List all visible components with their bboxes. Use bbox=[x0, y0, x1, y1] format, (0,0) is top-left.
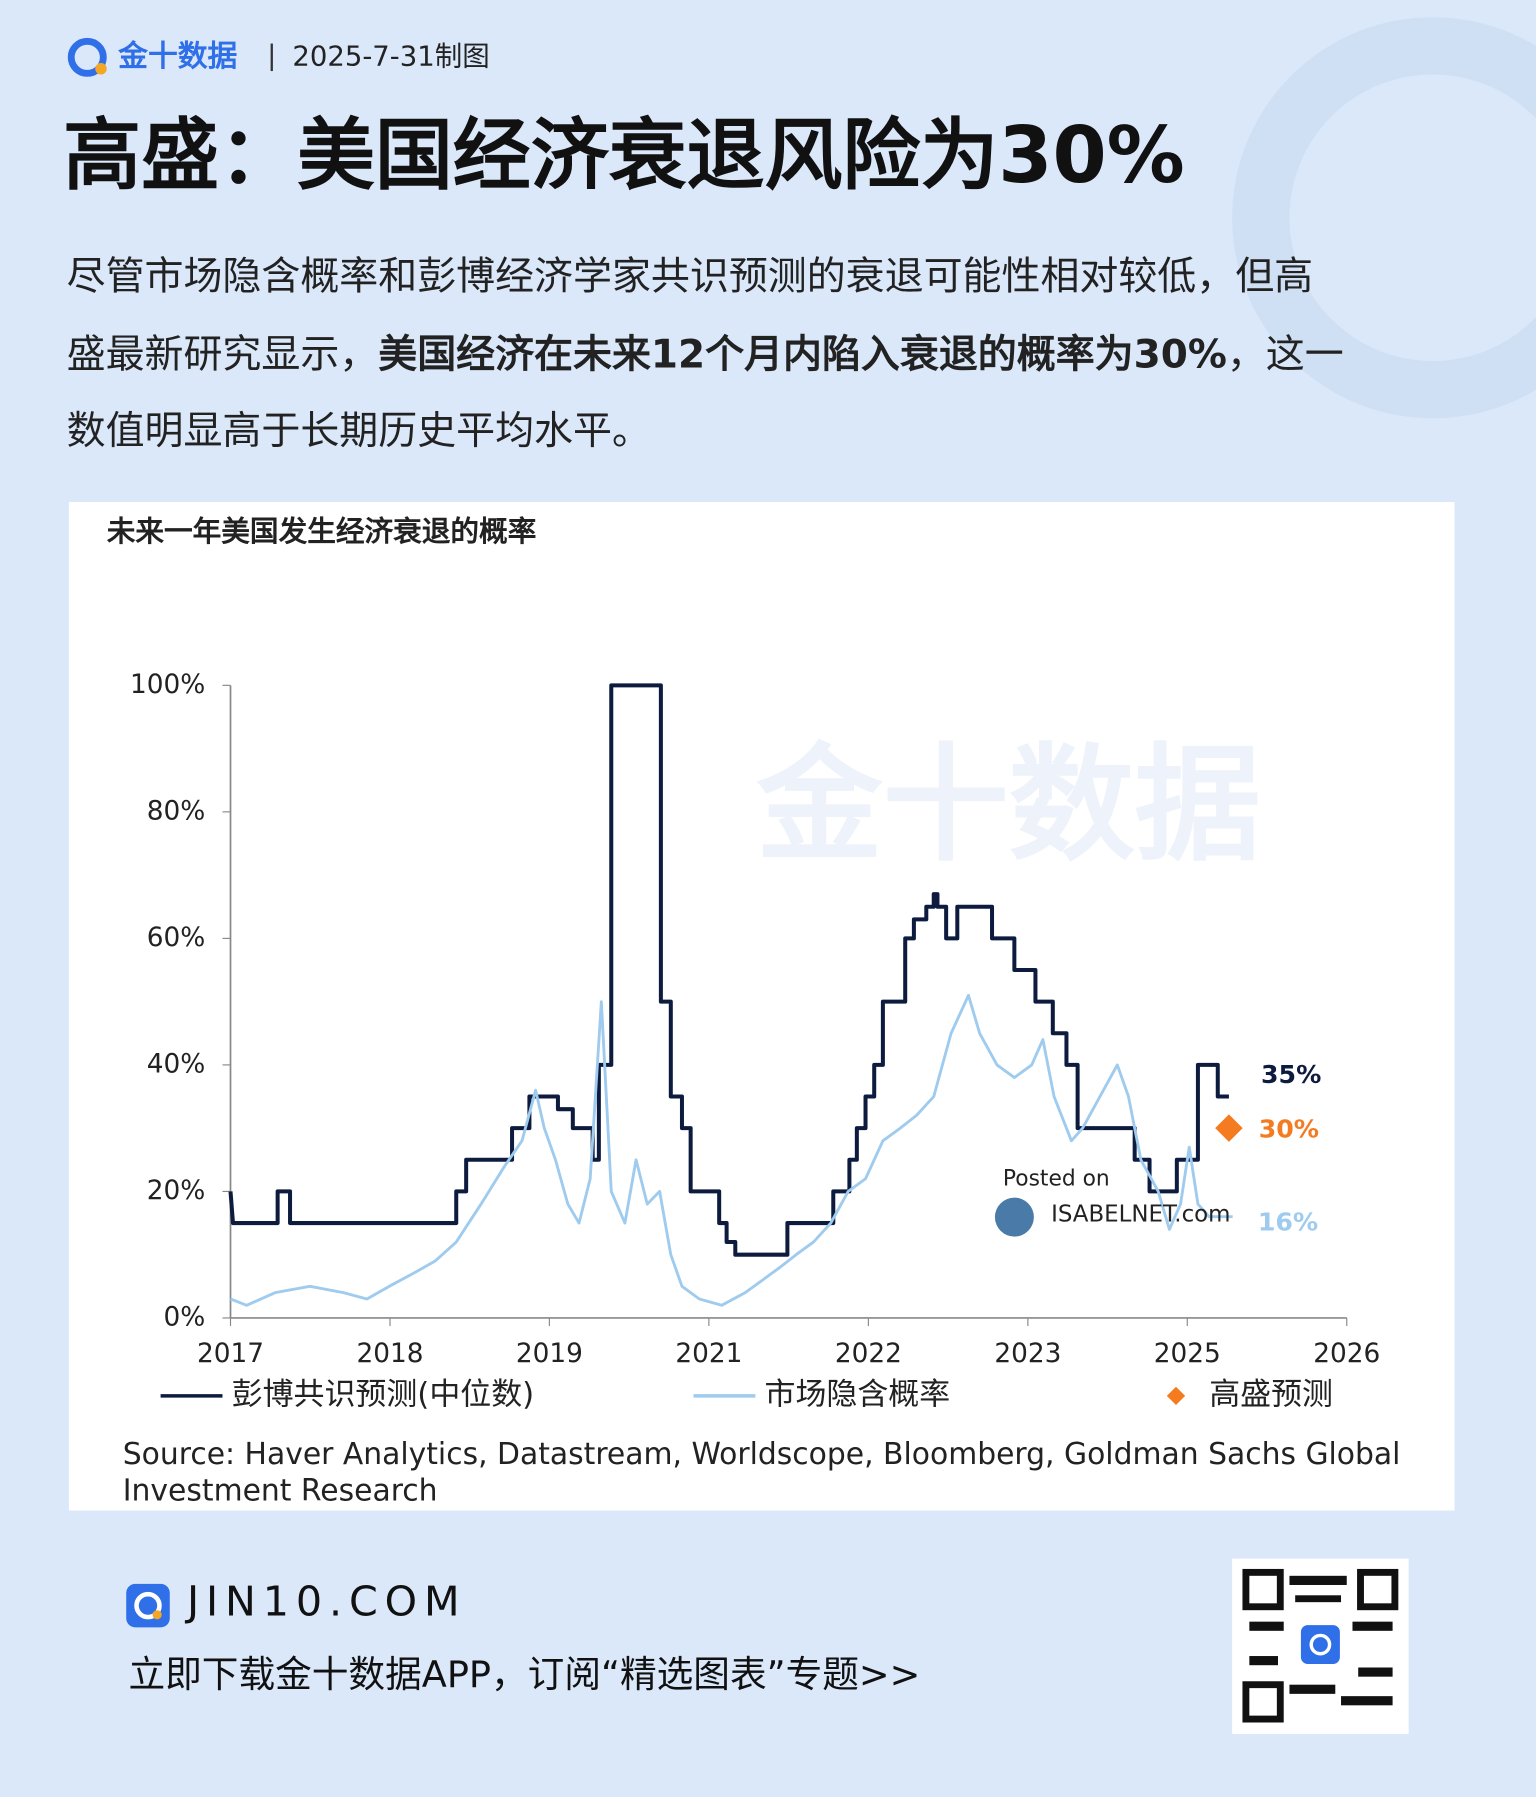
source: Investment Research bbox=[123, 1474, 438, 1509]
x-tick-label: 2021 bbox=[675, 1339, 742, 1369]
date: 2025-7-31制图 bbox=[292, 40, 489, 72]
qr-code bbox=[1232, 1558, 1409, 1734]
annotation-logo bbox=[994, 1197, 1034, 1237]
source: Source: Haver Analytics, Datastream, Wor… bbox=[123, 1437, 1401, 1472]
chart-title: 未来一年美国发生经济衰退的概率 bbox=[107, 514, 537, 548]
y-tick-label: 40% bbox=[147, 1049, 206, 1079]
annotation: Posted on bbox=[1003, 1166, 1110, 1191]
body-text: 尽管市场隐含概率和彭博经济学家共识预测的衰退可能性相对较低，但高 bbox=[67, 254, 1314, 299]
legend-marker bbox=[1166, 1386, 1186, 1406]
title: 高盛：美国经济衰退风险为30% bbox=[63, 111, 1185, 201]
brand-logo bbox=[67, 37, 107, 77]
body-line: 数值明显高于长期历史平均水平。 bbox=[67, 409, 651, 454]
body-line: 尽管市场隐含概率和彭博经济学家共识预测的衰退可能性相对较低，但高 bbox=[67, 254, 1314, 299]
x-tick-label: 2022 bbox=[835, 1339, 902, 1369]
body-text: 盛最新研究显示， bbox=[67, 332, 379, 377]
annotation: ISABELNET.com bbox=[1051, 1201, 1230, 1227]
x-tick-label: 2019 bbox=[516, 1339, 583, 1369]
end-label: 35% bbox=[1261, 1060, 1321, 1089]
legend-label: 市场隐含概率 bbox=[765, 1376, 951, 1412]
series-line bbox=[228, 683, 1229, 1257]
y-tick-label: 100% bbox=[130, 670, 205, 700]
legend-label: 彭博共识预测(中位数) bbox=[232, 1376, 535, 1412]
series-line bbox=[229, 993, 1233, 1307]
end-label: 30% bbox=[1259, 1114, 1319, 1143]
watermark: 金十数据 bbox=[756, 731, 1261, 878]
x-tick-label: 2018 bbox=[356, 1339, 423, 1369]
footer-cta: 立即下载金十数据APP，订阅“精选图表”专题>> bbox=[129, 1653, 921, 1696]
y-tick-label: 20% bbox=[147, 1176, 206, 1206]
x-tick-label: 2023 bbox=[994, 1339, 1061, 1369]
y-tick-label: 0% bbox=[163, 1302, 205, 1332]
footer-logo bbox=[126, 1583, 170, 1628]
x-tick-label: 2017 bbox=[197, 1339, 264, 1369]
body-text: ，这一 bbox=[1227, 332, 1344, 377]
x-tick-label: 2026 bbox=[1313, 1339, 1380, 1369]
end-label: 16% bbox=[1258, 1208, 1318, 1237]
legend-label: 高盛预测 bbox=[1209, 1376, 1333, 1412]
y-tick-label: 60% bbox=[147, 923, 206, 953]
bg-deco bbox=[1232, 17, 1536, 419]
brand: 金十数据 bbox=[117, 39, 237, 74]
chart-card bbox=[68, 501, 1455, 1511]
body-line: 盛最新研究显示，美国经济在未来12个月内陷入衰退的概率为30%，这一 bbox=[67, 332, 1344, 377]
body-text: 数值明显高于长期历史平均水平。 bbox=[67, 409, 651, 454]
body-bold: 美国经济在未来12个月内陷入衰退的概率为30% bbox=[378, 332, 1227, 377]
x-tick-label: 2025 bbox=[1154, 1339, 1221, 1369]
y-tick-label: 80% bbox=[147, 796, 206, 826]
footer-site: JIN10.COM bbox=[184, 1577, 467, 1625]
